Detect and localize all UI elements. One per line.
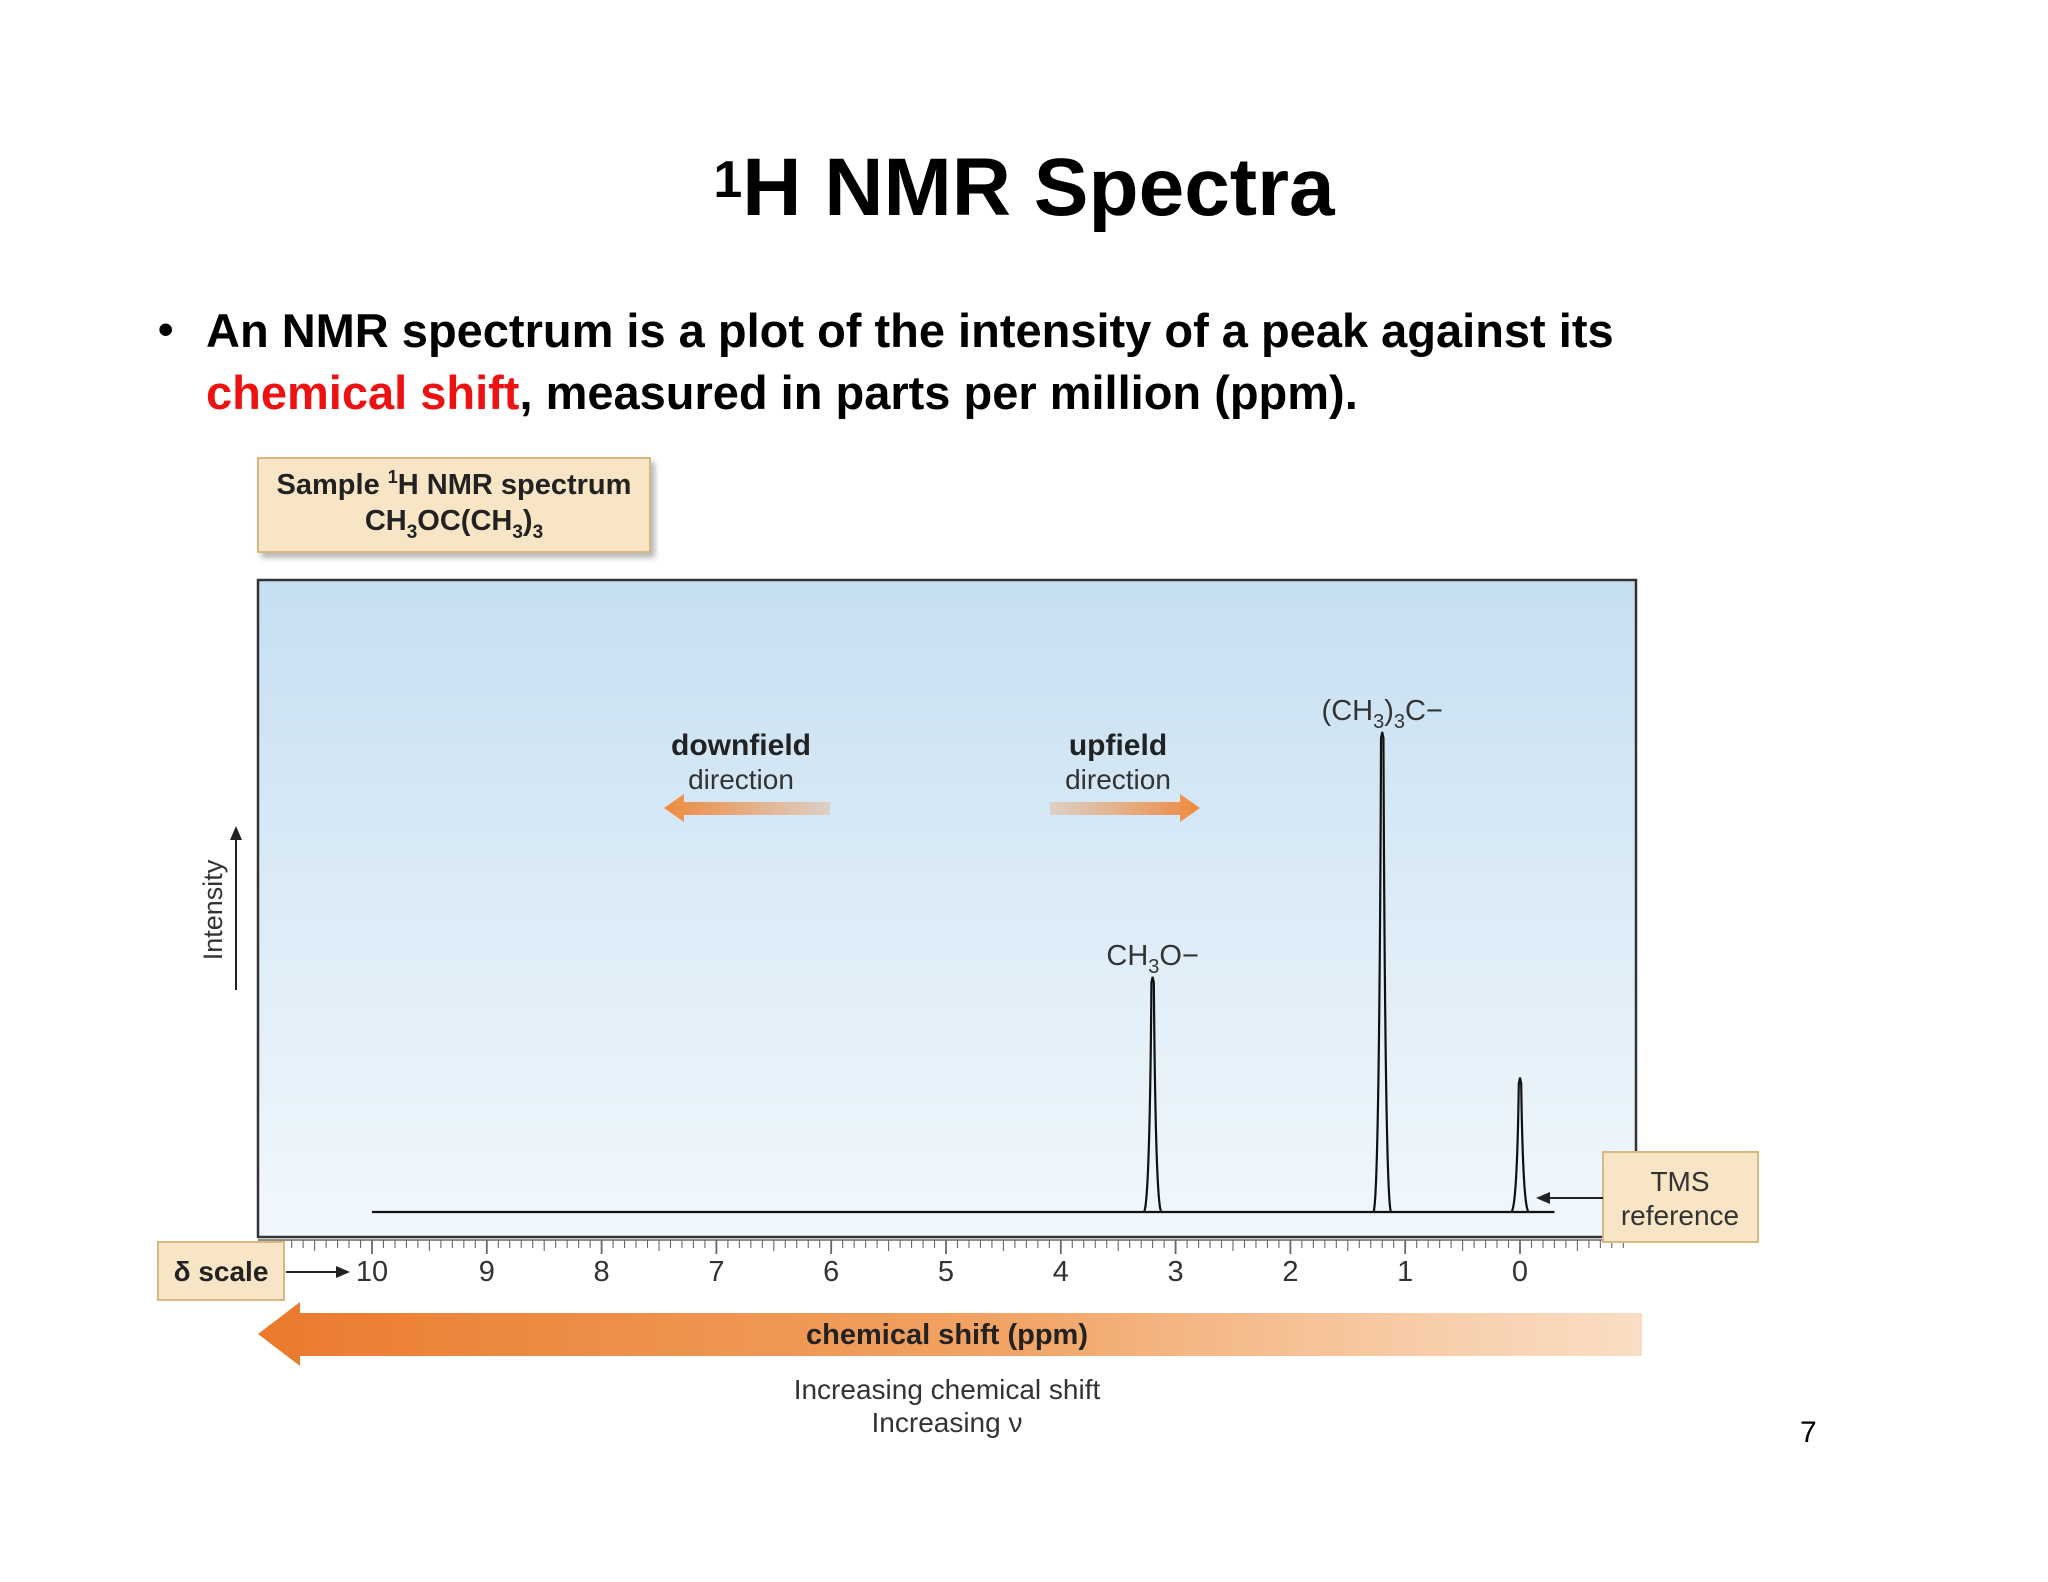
plot-area (256, 578, 1638, 1239)
tms-reference-label: reference (1621, 1200, 1739, 1231)
upfield-label: upfield (1069, 729, 1167, 762)
delta-scale-label: δ scale (174, 1256, 269, 1287)
title-superscript: 1 (713, 151, 743, 209)
x-tick-label: 7 (708, 1256, 724, 1288)
chemical-shift-banner: chemical shift (ppm) (258, 1302, 1642, 1366)
tick-labels: 10 9 8 7 6 5 4 3 2 1 0 (356, 1256, 1528, 1288)
delta-scale-box: δ scale (157, 1241, 350, 1301)
spectrum-peak-2 (1509, 1077, 1531, 1214)
intensity-label: Intensity (198, 859, 228, 960)
bullet-part-2: , measured in parts per million (ppm). (519, 366, 1358, 419)
increasing-shift-label: Increasing chemical shift (794, 1374, 1101, 1405)
downfield-direction-label: direction (688, 764, 794, 795)
increasing-nu-label: Increasing ν (872, 1407, 1023, 1438)
downfield-indicator: downfield direction (664, 729, 830, 822)
intensity-axis: Intensity (198, 826, 242, 990)
bullet-dot: • (158, 305, 174, 354)
tick-ruler (258, 1239, 1636, 1254)
peak-label-0: CH3O− (1106, 940, 1199, 978)
xaxis-label: chemical shift (ppm) (806, 1319, 1088, 1351)
upfield-indicator: upfield direction (1050, 729, 1200, 822)
tms-box-bg (1602, 1151, 1759, 1243)
x-tick-label: 4 (1053, 1256, 1069, 1288)
intensity-arrow-icon (230, 826, 242, 840)
x-tick-label: 5 (938, 1256, 954, 1288)
x-tick-label: 2 (1282, 1256, 1298, 1288)
spectrum-marks: CH3O− (CH3)3C− (372, 695, 1555, 1214)
x-tick-label: 10 (356, 1256, 388, 1288)
delta-scale-arrow-icon (336, 1266, 350, 1278)
bullet-highlight: chemical shift (206, 366, 520, 419)
spectrum-peak-0 (1142, 976, 1163, 1214)
slide-title: 1H NMR Spectra (0, 138, 2048, 238)
peak-label-1: (CH3)3C− (1322, 695, 1443, 733)
downfield-label: downfield (671, 729, 811, 762)
x-tick-label: 0 (1512, 1256, 1528, 1288)
sample-label-box: Sample 1H NMR spectrum CH3OC(CH3)3 (257, 457, 651, 553)
tms-label: TMS (1650, 1166, 1709, 1197)
bullet-part-1: An NMR spectrum is a plot of the intensi… (206, 304, 1614, 357)
left-arrow-icon (664, 794, 830, 822)
title-text: H NMR Spectra (742, 142, 1335, 233)
sample-label-line1: Sample 1H NMR spectrum (277, 467, 632, 501)
sample-label-formula: CH3OC(CH3)3 (365, 505, 543, 543)
page-number: 7 (1800, 1416, 1817, 1449)
x-tick-label: 9 (479, 1256, 495, 1288)
tms-pointer-arrow-icon (1536, 1192, 1550, 1204)
delta-scale-bg (157, 1241, 285, 1301)
bullet-text: An NMR spectrum is a plot of the intensi… (206, 300, 1826, 424)
right-arrow-icon (1050, 794, 1200, 822)
tms-reference-box: TMS reference (1536, 1151, 1759, 1243)
x-tick-label: 8 (594, 1256, 610, 1288)
x-tick-label: 1 (1397, 1256, 1413, 1288)
upfield-direction-label: direction (1065, 764, 1171, 795)
x-tick-label: 6 (823, 1256, 839, 1288)
banner-arrow-icon (258, 1302, 1642, 1366)
x-tick-label: 3 (1168, 1256, 1184, 1288)
spectrum-peak-1 (1372, 731, 1393, 1214)
